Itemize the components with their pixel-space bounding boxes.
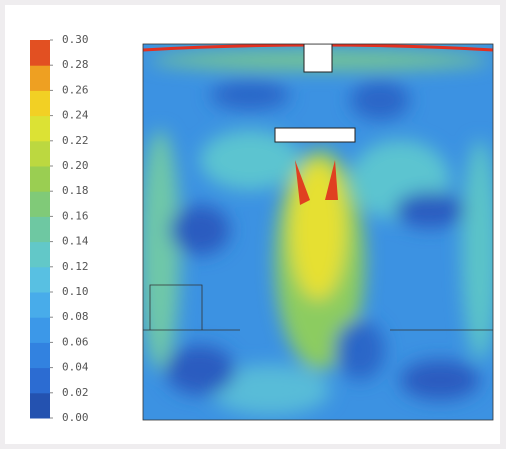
colorbar-tick-label: 0.18 [62,184,89,197]
colorbar-tick-label: 0.06 [62,335,89,348]
colorbar-tick-label: 0.04 [62,361,89,374]
colorbar-tick-label: 0.20 [62,159,89,172]
colorbar-band [30,392,50,419]
colorbar-band [30,90,50,117]
colorbar-band [30,317,50,343]
colorbar-tick-label: 0.02 [62,386,89,399]
colorbar-tick-label: 0.00 [62,411,89,424]
colorbar-band [30,216,50,243]
colorbar-tick-label: 0.22 [62,134,89,147]
colorbar-band [30,367,50,394]
colorbar-tick-label: 0.08 [62,310,89,323]
colorbar-band [30,191,50,217]
colorbar-band [30,241,50,268]
colorbar-tick-label: 0.24 [62,109,89,122]
flow-field [143,44,493,420]
colorbar-band [30,65,50,91]
colorbar-band [30,115,50,142]
colorbar-tick-label: 0.26 [62,83,89,96]
colorbar-tick-label: 0.12 [62,260,89,273]
colorbar-tick-label: 0.14 [62,235,89,248]
colorbar-band [30,140,50,167]
colorbar-band [30,266,50,293]
colorbar-band [30,166,50,192]
colorbar-band [30,292,50,318]
colorbar-tick-label: 0.16 [62,209,89,222]
colorbar-tick-label: 0.28 [62,58,89,71]
plot-frame [142,43,494,421]
colorbar-tick-label: 0.30 [62,33,89,46]
colorbar-band [30,342,50,369]
colorbar-band [30,40,50,66]
colorbar-tick-label: 0.10 [62,285,89,298]
